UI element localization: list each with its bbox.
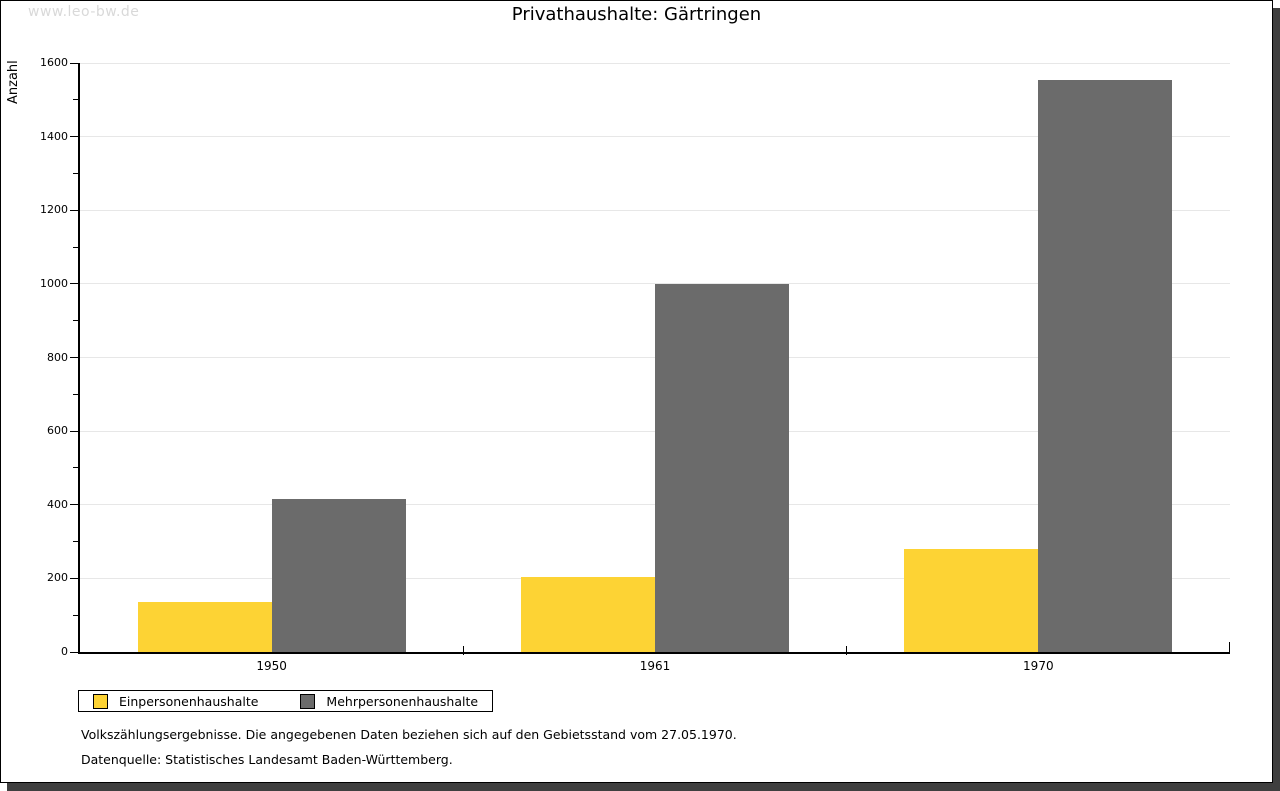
- plot-area: 0 200 400 600 800 1000 1200 1400 1600 1950 1961 197…: [40, 56, 1230, 673]
- legend-item: Mehrpersonenhaushalte: [300, 693, 479, 709]
- y-axis-minor-tick: [73, 614, 78, 616]
- gridline: [80, 136, 1230, 138]
- y-tick-label: 800: [47, 350, 68, 364]
- y-tick-label: 1400: [40, 129, 68, 143]
- legend: Einpersonenhaushalte Mehrpersonenhaushalt…: [78, 690, 494, 712]
- y-axis-major-tick: [70, 209, 78, 211]
- y-axis-major-tick: [70, 357, 78, 358]
- footnote-source-note: Volkszählungsergebnisse. Die angegebenen…: [81, 727, 737, 742]
- y-tick-label: 0: [61, 645, 68, 658]
- y-tick-label: 1200: [40, 203, 68, 217]
- y-axis-minor-tick: [73, 467, 78, 469]
- y-axis-major-tick: [70, 577, 78, 579]
- y-axis-minor-tick: [73, 393, 78, 395]
- bar-mehrpersonenhaushalte-1950: [271, 499, 406, 652]
- legend-item: Einpersonenhaushalte: [93, 693, 259, 709]
- y-axis-minor-tick: [73, 172, 78, 174]
- chart-title: Privathaushalte: Gärtringen: [511, 4, 762, 25]
- y-axis-major-tick: [70, 283, 78, 285]
- legend-swatch-icon: [93, 693, 108, 709]
- y-tick-label: 1600: [40, 56, 68, 69]
- y-axis-minor-tick: [73, 99, 78, 101]
- watermark: www.leo-bw.de: [28, 4, 140, 20]
- legend-label: Mehrpersonenhaushalte: [326, 693, 479, 709]
- y-axis-minor-tick: [73, 541, 78, 543]
- y-axis-major-tick: [70, 504, 78, 506]
- y-axis-minor-tick: [73, 246, 78, 248]
- y-axis-major-tick: [70, 136, 78, 138]
- bar-mehrpersonenhaushalte-1961: [655, 283, 789, 652]
- bar-einpersonenhaushalte-1950: [137, 602, 272, 652]
- x-tick-label: 1970: [1023, 659, 1054, 673]
- gridline: [80, 209, 1230, 211]
- x-axis-boundary-tick: [846, 646, 848, 655]
- y-tick-label: 1000: [40, 276, 68, 290]
- y-axis-major-tick: [70, 651, 78, 653]
- footnote-data-source: Datenquelle: Statistisches Landesamt Bad…: [81, 752, 453, 767]
- y-axis-minor-tick: [73, 320, 78, 322]
- y-tick-label: 400: [47, 497, 68, 511]
- y-axis-title: Anzahl: [6, 60, 21, 104]
- legend-swatch-icon: [300, 693, 316, 709]
- legend-label: Einpersonenhaushalte: [119, 693, 259, 709]
- bar-mehrpersonenhaushalte-1970: [1038, 79, 1173, 652]
- y-axis-major-tick: [70, 430, 78, 432]
- y-axis-major-tick: [70, 62, 78, 64]
- gridline: [80, 62, 1230, 64]
- x-tick-label: 1950: [256, 659, 287, 673]
- bar-einpersonenhaushalte-1961: [521, 576, 655, 652]
- bar-einpersonenhaushalte-1970: [904, 548, 1039, 652]
- y-tick-label: 600: [47, 424, 68, 438]
- y-tick-label: 200: [47, 571, 68, 585]
- x-axis-boundary-tick: [462, 646, 464, 655]
- x-axis-end-tick: [1229, 642, 1230, 652]
- x-tick-label: 1961: [639, 659, 671, 673]
